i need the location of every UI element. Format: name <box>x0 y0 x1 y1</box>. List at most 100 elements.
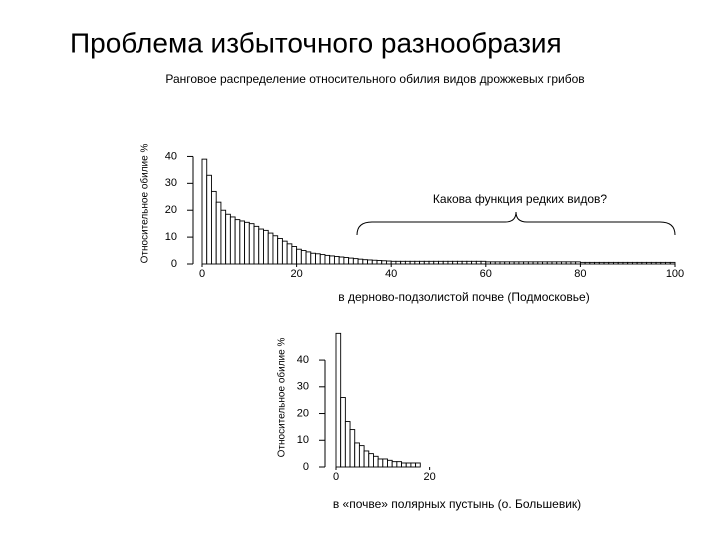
bar <box>665 261 671 265</box>
bar <box>367 259 373 265</box>
bar <box>376 260 383 265</box>
bar <box>286 243 293 265</box>
bar <box>452 260 458 265</box>
bar <box>542 261 548 265</box>
bar <box>381 260 387 265</box>
bar <box>641 261 648 265</box>
bar <box>239 220 246 265</box>
x-tick-label: 80 <box>574 268 586 280</box>
y-axis-label: Относительное обилие % <box>276 338 288 458</box>
bar <box>211 190 217 265</box>
x-tick-label: 20 <box>424 471 436 483</box>
bar <box>349 429 356 468</box>
bar <box>338 256 345 265</box>
bar <box>368 453 374 468</box>
bar <box>371 259 378 265</box>
bar <box>206 174 212 265</box>
bar <box>603 261 610 265</box>
bar <box>234 219 241 265</box>
bar <box>494 261 501 265</box>
bar <box>669 261 676 265</box>
x-tick-label: 100 <box>666 268 684 280</box>
bar <box>475 260 482 265</box>
bar <box>300 250 307 265</box>
bar <box>305 251 312 265</box>
bar <box>438 260 444 265</box>
bar <box>296 248 302 265</box>
bar <box>608 261 614 265</box>
bar <box>248 223 255 265</box>
bar <box>537 261 544 265</box>
bar <box>352 258 359 265</box>
bar <box>362 259 369 265</box>
bar <box>546 261 553 265</box>
bar <box>423 260 430 265</box>
bar <box>201 158 208 265</box>
bar <box>419 260 425 265</box>
bar <box>565 261 572 265</box>
slide-title: Проблема избыточного разнообразия <box>70 27 562 58</box>
bar <box>551 261 558 265</box>
bar <box>589 261 596 265</box>
bar <box>433 260 439 265</box>
bar <box>490 261 496 265</box>
bar <box>344 421 351 468</box>
bar <box>485 261 491 265</box>
bar <box>220 209 227 265</box>
x-axis-label: в «почве» полярных пустынь (о. Большевик… <box>333 497 581 511</box>
bar <box>617 261 624 265</box>
y-tick-label: 10 <box>165 231 177 243</box>
bar <box>456 260 463 265</box>
annotation: Какова функция редких видов? <box>433 192 607 206</box>
bar <box>391 461 398 468</box>
bar <box>480 260 487 265</box>
bar <box>329 255 335 265</box>
bar <box>405 462 412 468</box>
bar <box>267 232 274 265</box>
bar <box>401 462 407 468</box>
bar <box>400 260 406 265</box>
bar <box>244 221 250 265</box>
bar <box>387 459 393 468</box>
bar <box>415 462 421 468</box>
bar <box>570 261 577 265</box>
brace <box>356 211 676 236</box>
bar <box>636 261 643 265</box>
bar <box>335 332 342 468</box>
y-tick-label: 20 <box>297 407 309 419</box>
bar <box>622 261 629 265</box>
bar <box>655 261 662 265</box>
bar <box>377 458 384 468</box>
bar <box>532 261 539 265</box>
bar <box>263 229 269 265</box>
bar <box>499 261 506 265</box>
bar <box>253 225 260 265</box>
x-tick-label: 20 <box>290 268 302 280</box>
bar <box>386 260 392 265</box>
y-tick-label: 0 <box>303 461 309 473</box>
bar <box>324 254 331 265</box>
x-tick-label: 0 <box>333 471 339 483</box>
bar <box>343 257 350 265</box>
y-tick-label: 20 <box>165 204 177 216</box>
y-tick-label: 30 <box>165 177 177 189</box>
y-tick-label: 10 <box>297 434 309 446</box>
x-axis-label: в дерново-подзолистой почве (Подмосковье… <box>338 290 589 304</box>
bar <box>627 261 633 265</box>
bar <box>594 261 600 265</box>
y-tick-label: 40 <box>297 354 309 366</box>
bar <box>272 235 279 265</box>
bar <box>584 261 591 265</box>
bar <box>404 260 411 265</box>
bar <box>504 261 510 265</box>
bar <box>579 261 586 265</box>
bar <box>646 261 652 265</box>
bar <box>414 260 421 265</box>
x-tick-label: 0 <box>199 268 205 280</box>
bar <box>650 261 657 265</box>
bar <box>471 260 477 265</box>
y-tick-label: 0 <box>171 258 177 270</box>
bar <box>315 253 321 265</box>
bar <box>575 261 581 265</box>
